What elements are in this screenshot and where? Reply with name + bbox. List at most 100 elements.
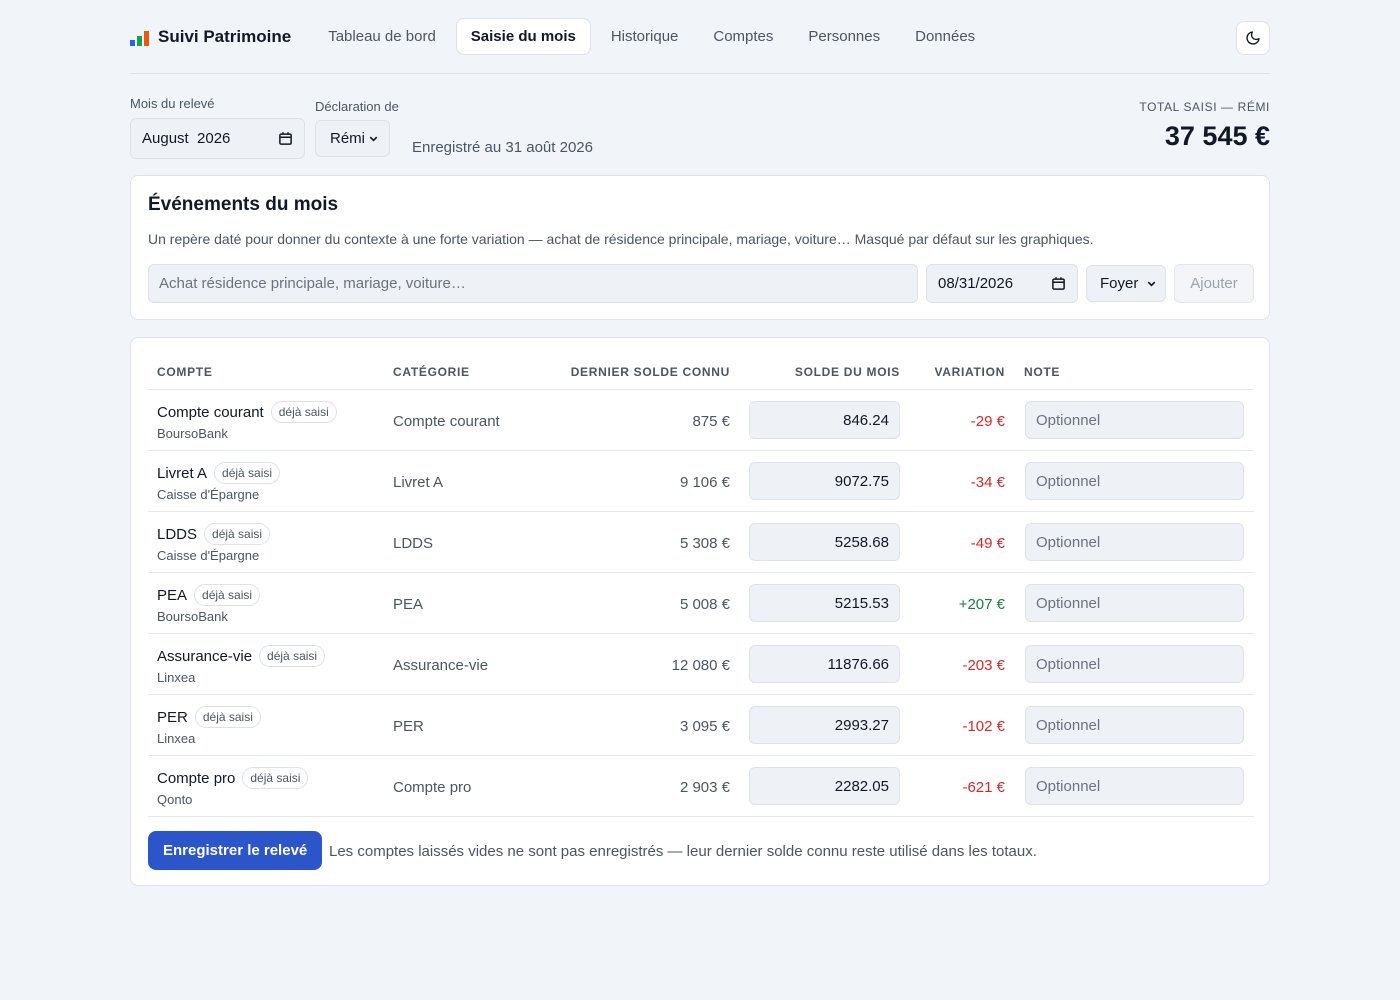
nav-tableau-de-bord[interactable]: Tableau de bord xyxy=(328,28,436,45)
event-scope-select[interactable]: Foyer xyxy=(1086,265,1166,302)
month-input[interactable]: August 2026 xyxy=(130,118,305,159)
note-input[interactable] xyxy=(1025,706,1244,744)
account-name: Compte pro xyxy=(157,769,236,787)
account-name: LDDS xyxy=(157,525,198,543)
already-entered-badge: déjà saisi xyxy=(259,645,326,667)
person-value: Rémi xyxy=(330,130,366,147)
month-value: August 2026 xyxy=(142,130,231,147)
events-title: Événements du mois xyxy=(148,194,339,215)
account-name: Livret A xyxy=(157,464,208,482)
already-entered-badge: déjà saisi xyxy=(214,462,281,484)
table-row: Compte courant déjà saisi BoursoBank Comp… xyxy=(148,390,1254,451)
last-known-balance: 12 080 € xyxy=(671,657,730,674)
account-category: LDDS xyxy=(393,535,434,552)
note-input[interactable] xyxy=(1025,401,1244,439)
note-input[interactable] xyxy=(1025,767,1244,805)
event-date-value: 08/31/2026 xyxy=(938,275,1014,292)
month-balance-input[interactable] xyxy=(749,767,900,805)
variation-value: -203 € xyxy=(962,657,1005,674)
nav-saisie-du-mois[interactable]: Saisie du mois xyxy=(455,18,591,55)
month-balance-input[interactable] xyxy=(749,462,900,500)
note-input[interactable] xyxy=(1025,645,1244,683)
account-bank: Caisse d'Épargne xyxy=(157,548,260,563)
account-bank: Linxea xyxy=(157,670,196,685)
nav-personnes[interactable]: Personnes xyxy=(808,28,881,45)
already-entered-badge: déjà saisi xyxy=(270,401,337,423)
last-known-balance: 5 008 € xyxy=(679,596,730,613)
month-balance-input[interactable] xyxy=(749,706,900,744)
table-row: PEA déjà saisi BoursoBank PEA 5 008 € +20… xyxy=(148,573,1254,634)
saved-status: Enregistré au 31 août 2026 xyxy=(412,139,593,156)
nav-donnees[interactable]: Données xyxy=(915,28,976,45)
account-bank: Qonto xyxy=(157,792,193,807)
entry-controls: Mois du relevé August 2026 Déclaration d… xyxy=(130,74,1270,176)
account-bank: Caisse d'Épargne xyxy=(157,487,260,502)
month-balance-input[interactable] xyxy=(749,645,900,683)
variation-value: -49 € xyxy=(970,535,1005,552)
account-bank: BoursoBank xyxy=(157,426,228,441)
person-label: Déclaration de xyxy=(315,99,399,114)
person-select[interactable]: Rémi xyxy=(315,120,390,157)
table-header: COMPTE CATÉGORIE DERNIER SOLDE CONNU SOL… xyxy=(148,338,1254,390)
nav-comptes[interactable]: Comptes xyxy=(713,28,774,45)
table-row: Compte pro déjà saisi Qonto Compte pro 2 … xyxy=(148,756,1254,817)
calendar-icon xyxy=(279,132,292,145)
already-entered-badge: déjà saisi xyxy=(194,706,261,728)
account-bank: BoursoBank xyxy=(157,609,228,624)
account-name: PEA xyxy=(157,586,188,604)
already-entered-badge: déjà saisi xyxy=(242,767,309,789)
table-row: LDDS déjà saisi Caisse d'Épargne LDDS 5 3… xyxy=(148,512,1254,573)
month-balance-input[interactable] xyxy=(749,401,900,439)
top-bar: Suivi Patrimoine Tableau de bord Saisie … xyxy=(130,0,1270,74)
bar-chart-logo-icon xyxy=(130,30,150,46)
events-card: Événements du mois Un repère daté pour d… xyxy=(130,175,1270,320)
brand[interactable]: Suivi Patrimoine xyxy=(130,27,291,47)
accounts-card: COMPTE CATÉGORIE DERNIER SOLDE CONNU SOL… xyxy=(130,337,1270,886)
account-category: Compte courant xyxy=(393,413,500,430)
header-variation: VARIATION xyxy=(934,365,1005,379)
month-balance-input[interactable] xyxy=(749,523,900,561)
variation-value: +207 € xyxy=(958,596,1005,613)
account-category: Assurance-vie xyxy=(393,657,489,674)
total-label: TOTAL SAISI — RÉMI xyxy=(1139,100,1270,114)
table-row: Assurance-vie déjà saisi Linxea Assurance… xyxy=(148,634,1254,695)
account-name: Assurance-vie xyxy=(157,647,253,665)
month-balance-input[interactable] xyxy=(749,584,900,622)
events-description: Un repère daté pour donner du contexte à… xyxy=(148,231,1094,247)
account-bank: Linxea xyxy=(157,731,196,746)
account-category: PEA xyxy=(393,596,424,613)
event-date-input[interactable]: 08/31/2026 xyxy=(926,264,1078,303)
note-input[interactable] xyxy=(1025,462,1244,500)
table-row: PER déjà saisi Linxea PER 3 095 € -102 € xyxy=(148,695,1254,756)
total-value: 37 545 € xyxy=(1164,121,1270,151)
header-last-balance: DERNIER SOLDE CONNU xyxy=(570,365,730,379)
note-input[interactable] xyxy=(1025,584,1244,622)
last-known-balance: 2 903 € xyxy=(679,779,730,796)
save-hint: Les comptes laissés vides ne sont pas en… xyxy=(329,843,1037,860)
event-scope-value: Foyer xyxy=(1100,275,1139,292)
table-body: Compte courant déjà saisi BoursoBank Comp… xyxy=(148,390,1254,817)
event-label-input[interactable] xyxy=(148,264,918,303)
header-account: COMPTE xyxy=(157,365,213,379)
chevron-down-icon xyxy=(369,136,378,142)
header-month-balance: SOLDE DU MOIS xyxy=(794,365,900,379)
account-name: Compte courant xyxy=(157,403,264,421)
already-entered-badge: déjà saisi xyxy=(194,584,261,606)
account-name: PER xyxy=(157,708,188,726)
theme-toggle-button[interactable] xyxy=(1236,21,1270,55)
variation-value: -29 € xyxy=(970,413,1005,430)
add-event-button[interactable]: Ajouter xyxy=(1174,264,1254,303)
chevron-down-icon xyxy=(1147,281,1156,287)
main-nav: Tableau de bord Saisie du mois Historiqu… xyxy=(313,18,993,55)
calendar-icon xyxy=(1052,277,1065,290)
save-statement-button[interactable]: Enregistrer le relevé xyxy=(148,831,323,870)
last-known-balance: 3 095 € xyxy=(679,718,730,735)
last-known-balance: 9 106 € xyxy=(679,474,730,491)
nav-historique[interactable]: Historique xyxy=(610,28,679,45)
note-input[interactable] xyxy=(1025,523,1244,561)
month-label: Mois du relevé xyxy=(130,96,215,111)
moon-icon xyxy=(1246,31,1260,45)
variation-value: -102 € xyxy=(962,718,1005,735)
account-category: Compte pro xyxy=(393,779,472,796)
variation-value: -621 € xyxy=(962,779,1005,796)
